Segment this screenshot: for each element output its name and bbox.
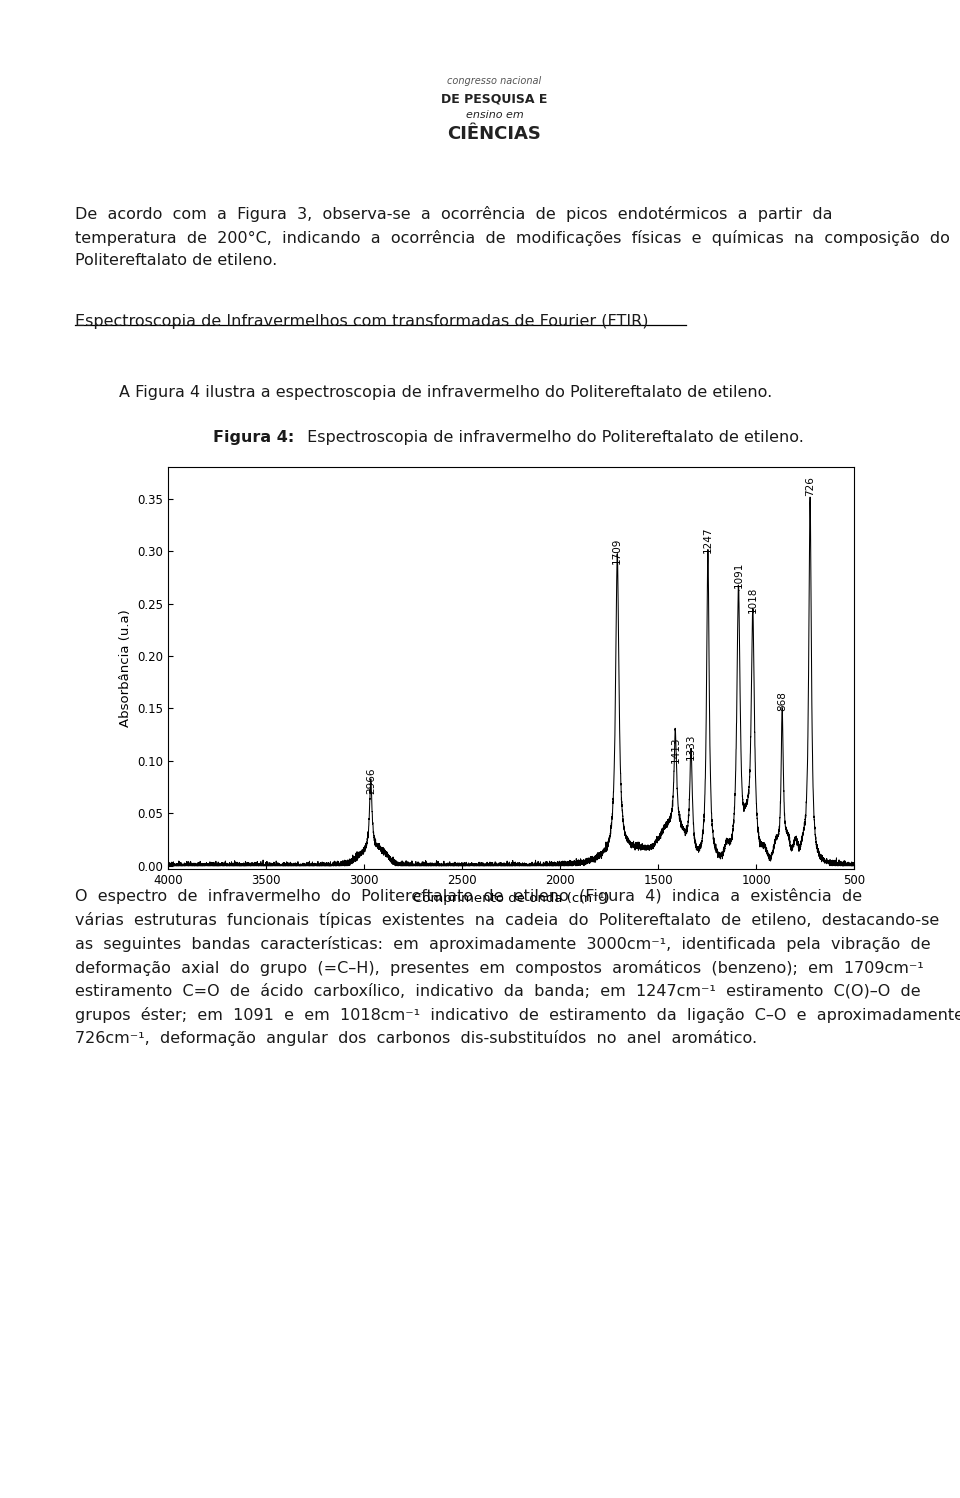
Text: 2966: 2966	[366, 768, 375, 794]
Text: Espectroscopia de infravermelho do Politereftalato de etileno.: Espectroscopia de infravermelho do Polit…	[302, 430, 804, 445]
Text: 1709: 1709	[612, 538, 622, 563]
Text: Figura 4:: Figura 4:	[213, 430, 295, 445]
Text: 1413: 1413	[670, 737, 681, 762]
Text: congresso nacional: congresso nacional	[447, 76, 541, 85]
Text: 1247: 1247	[703, 527, 713, 553]
Text: 1333: 1333	[686, 734, 696, 759]
Text: A Figura 4 ilustra a espectroscopia de infravermelho do Politereftalato de etile: A Figura 4 ilustra a espectroscopia de i…	[119, 385, 773, 400]
Y-axis label: Absorbância (u.a): Absorbância (u.a)	[119, 610, 132, 727]
Text: CIÊNCIAS: CIÊNCIAS	[447, 124, 541, 142]
Text: 868: 868	[778, 691, 787, 710]
Text: 1018: 1018	[748, 587, 757, 613]
Text: 1091: 1091	[733, 562, 743, 587]
Text: De  acordo  com  a  Figura  3,  observa-se  a  ocorrência  de  picos  endotérmic: De acordo com a Figura 3, observa-se a o…	[75, 205, 949, 268]
Text: ensino em: ensino em	[466, 109, 523, 120]
X-axis label: Comprimento de onda (cm⁻¹): Comprimento de onda (cm⁻¹)	[413, 893, 610, 905]
Text: DE PESQUISA E: DE PESQUISA E	[442, 93, 547, 105]
Text: 726: 726	[805, 476, 815, 496]
Text: Espectroscopia de Infravermelhos com transformadas de Fourier (FTIR): Espectroscopia de Infravermelhos com tra…	[75, 315, 648, 330]
Text: O  espectro  de  infravermelho  do  Politereftalato  de  etileno  (Figura  4)  i: O espectro de infravermelho do Politeref…	[75, 888, 960, 1047]
